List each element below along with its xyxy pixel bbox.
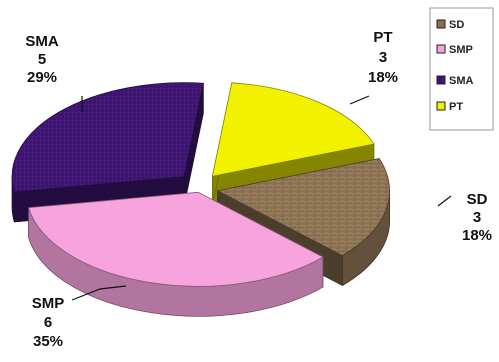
legend-entry-sma: SMA: [436, 75, 474, 87]
leader-line-sd: [437, 195, 452, 207]
legend-entry-smp: SMP: [436, 44, 473, 56]
leader-line-smp: [71, 285, 127, 301]
slice-label-sd: SD 3 18%: [462, 191, 492, 244]
slice-label-sma-name: SMA: [25, 33, 59, 50]
pie-slice-top-smp: [28, 191, 324, 287]
slice-label-pt-value: 3: [379, 49, 387, 66]
leader-line-pt: [349, 95, 370, 105]
slice-label-smp-percent: 35%: [33, 333, 63, 350]
legend-swatch-pt: [436, 101, 446, 111]
slice-label-sma: SMA 5 29%: [25, 33, 59, 86]
slice-label-pt-percent: 18%: [368, 69, 398, 86]
slice-label-sd-value: 3: [473, 209, 481, 226]
legend-label-smp: SMP: [449, 44, 473, 56]
legend-label-sma: SMA: [449, 75, 474, 87]
legend: SD SMP SMA PT: [429, 7, 494, 131]
legend-label-pt: PT: [449, 101, 463, 113]
slice-label-sma-value: 5: [38, 51, 46, 68]
legend-entry-pt: PT: [436, 101, 463, 113]
slice-label-smp-value: 6: [44, 314, 52, 331]
legend-swatch-sma: [436, 75, 446, 85]
pie-slices: [11, 82, 391, 317]
slice-label-sma-percent: 29%: [27, 69, 57, 86]
pie-slice-top-sma: [11, 82, 204, 193]
legend-swatch-sd: [436, 19, 446, 29]
legend-swatch-smp: [436, 44, 446, 54]
leader-lines: [71, 95, 452, 301]
pie-slice-top-sd: [216, 158, 390, 256]
slice-label-sd-name: SD: [467, 191, 488, 208]
slice-label-smp: SMP 6 35%: [32, 295, 65, 350]
pie-slice-top-pt: [211, 82, 375, 177]
slice-label-sd-percent: 18%: [462, 227, 492, 244]
slice-label-smp-name: SMP: [32, 295, 65, 312]
slice-label-pt: PT 3 18%: [368, 29, 398, 86]
slice-label-pt-name: PT: [373, 29, 392, 46]
legend-label-sd: SD: [449, 19, 464, 31]
legend-entry-sd: SD: [436, 19, 464, 31]
